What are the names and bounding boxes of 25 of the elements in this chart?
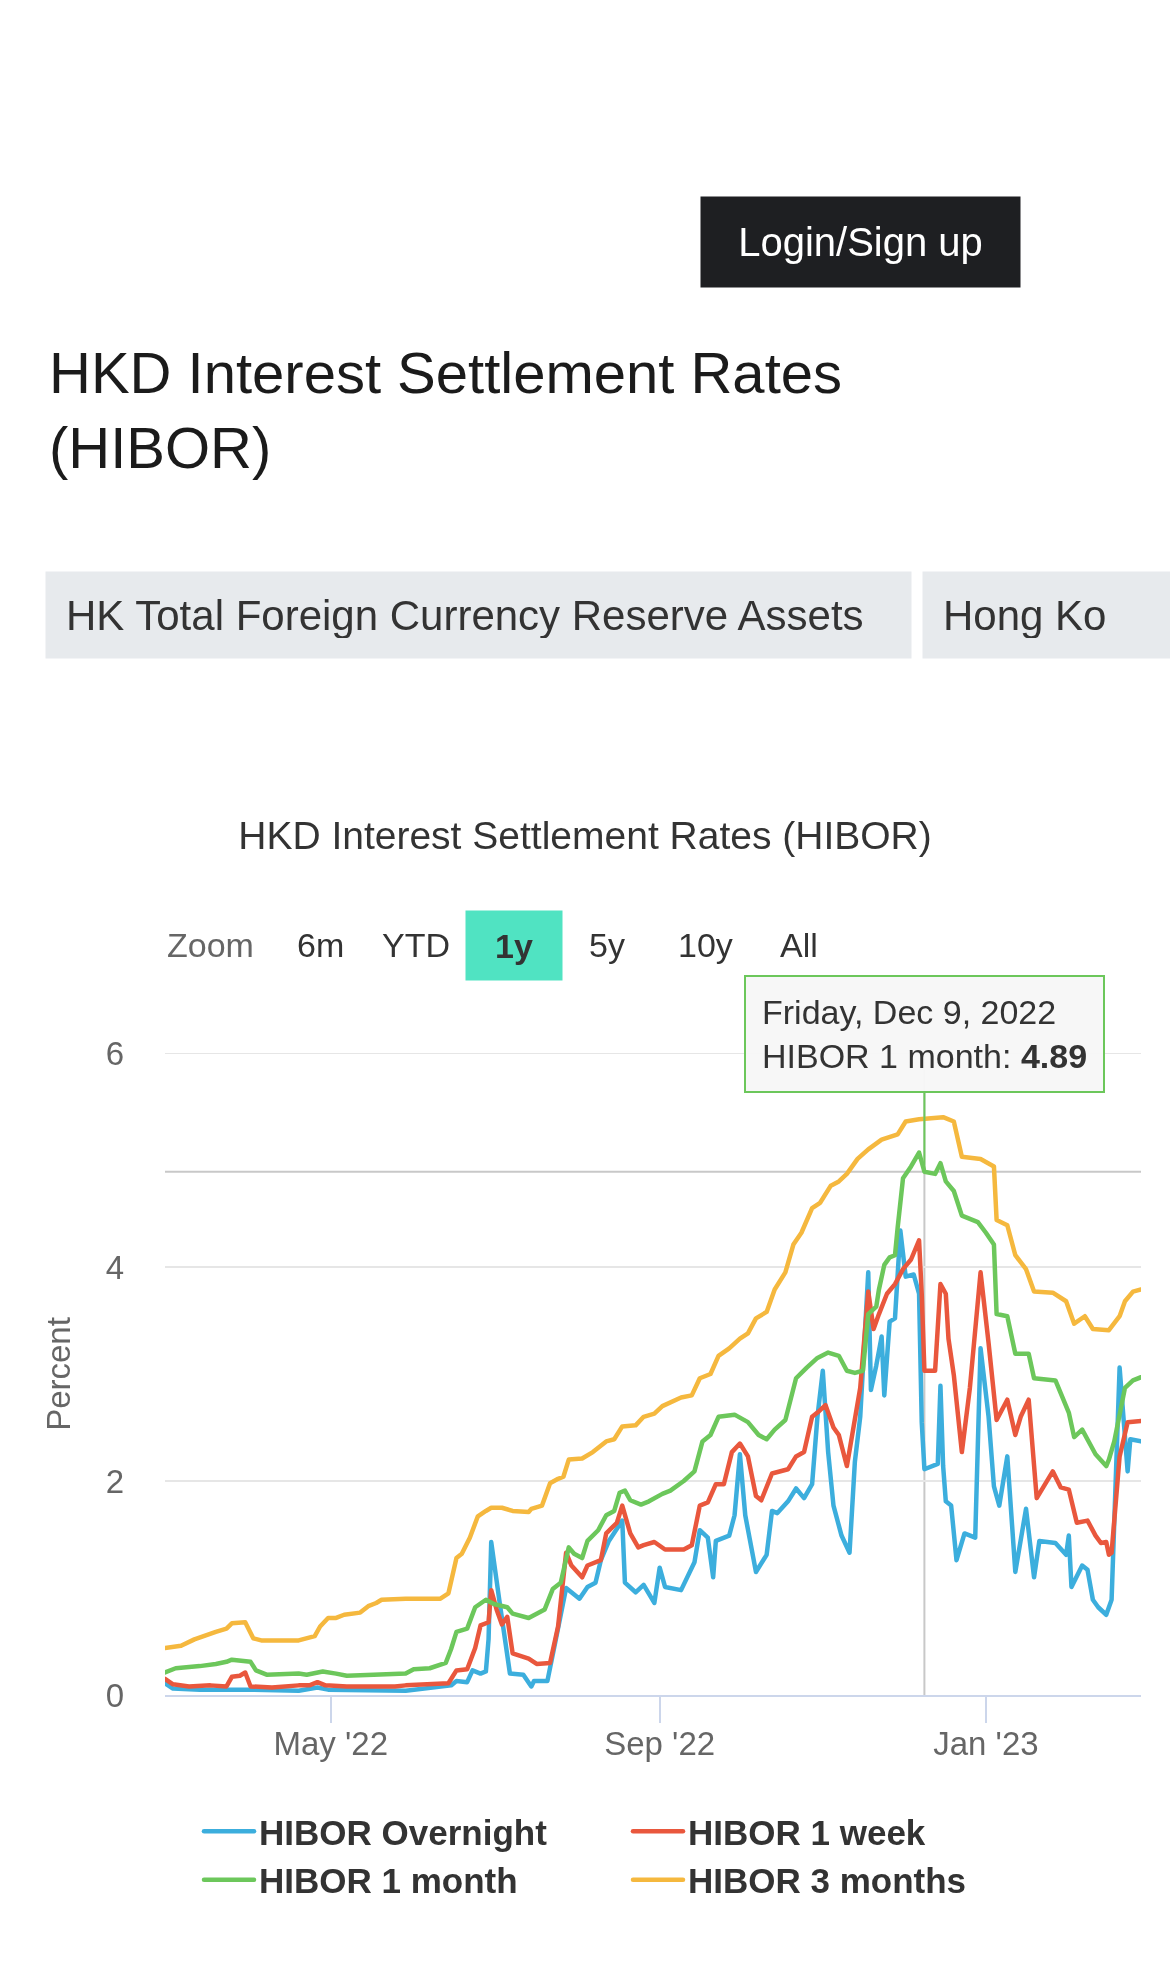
text: Hong Ko bbox=[943, 591, 1107, 639]
y-tick-label: 4 bbox=[105, 1248, 124, 1286]
legend-label: HIBOR 1 week bbox=[688, 1812, 926, 1852]
text: All bbox=[780, 926, 818, 964]
text: 6m bbox=[297, 926, 345, 964]
text: Login/Sign up bbox=[738, 220, 983, 264]
y-tick-label: 6 bbox=[105, 1034, 124, 1072]
text: YTD bbox=[382, 926, 450, 964]
legend-label: HIBOR 1 month bbox=[259, 1861, 518, 1901]
legend-label: HIBOR Overnight bbox=[259, 1812, 548, 1852]
text: Zoom bbox=[167, 926, 254, 964]
y-axis-title: Percent bbox=[39, 1317, 77, 1431]
x-tick-label: May '22 bbox=[273, 1724, 389, 1762]
y-tick-label: 2 bbox=[105, 1462, 124, 1500]
text: 10y bbox=[678, 926, 733, 964]
y-tick-label: 0 bbox=[105, 1676, 124, 1714]
legend-label: HIBOR 3 months bbox=[688, 1861, 967, 1901]
chart-title: HKD Interest Settlement Rates (HIBOR) bbox=[238, 813, 932, 857]
x-tick-label: Jan '23 bbox=[933, 1724, 1039, 1762]
text: HKD Interest Settlement Rates (HIBOR) bbox=[49, 340, 842, 481]
text: 1y bbox=[495, 926, 533, 965]
annotation: Friday, Dec 9, 2022 HIBOR 1 month: 4.89 bbox=[762, 993, 1088, 1076]
text: 5y bbox=[589, 926, 625, 964]
x-tick-label: Sep '22 bbox=[604, 1724, 716, 1762]
text: HK Total Foreign Currency Reserve Assets bbox=[66, 591, 864, 639]
